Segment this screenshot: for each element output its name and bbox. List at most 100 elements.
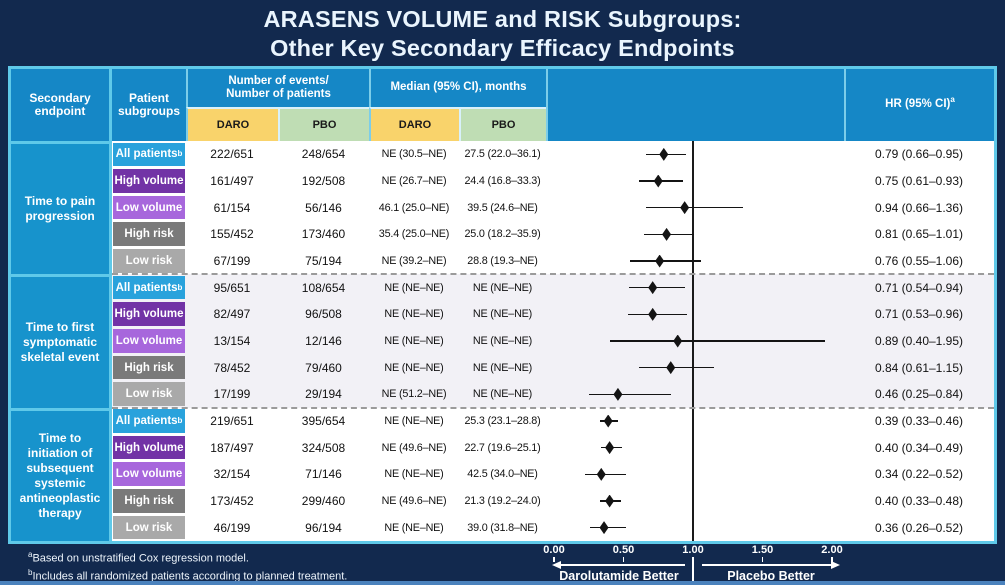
median-pbo-cell: NE (NE–NE) bbox=[472, 361, 533, 374]
events-pbo-cell: 12/146 bbox=[305, 333, 342, 348]
hr-cell: 0.84 (0.61–1.15) bbox=[874, 360, 964, 375]
hr-cell: 0.71 (0.53–0.96) bbox=[874, 307, 964, 322]
axis-tick-mark bbox=[553, 557, 555, 562]
page-title: ARASENS VOLUME and RISK Subgroups: Other… bbox=[0, 5, 1005, 63]
median-daro-cell: 35.4 (25.0–NE) bbox=[378, 228, 450, 241]
hr-cell: 0.40 (0.34–0.49) bbox=[874, 440, 964, 455]
hr-cell: 0.79 (0.66–0.95) bbox=[874, 147, 964, 162]
darolutamide-better-label: Darolutamide Better bbox=[559, 569, 679, 583]
events-pbo-cell: 192/508 bbox=[301, 173, 346, 188]
median-pbo-cell: NE (NE–NE) bbox=[472, 281, 533, 294]
events-daro-cell: 187/497 bbox=[210, 440, 254, 455]
median-pbo-cell: NE (NE–NE) bbox=[472, 388, 533, 401]
events-daro-cell: 17/199 bbox=[213, 387, 251, 402]
hr-cell: 0.75 (0.61–0.93) bbox=[874, 173, 964, 188]
left-arrow-icon bbox=[552, 560, 561, 569]
events-pbo-cell: 71/146 bbox=[305, 467, 342, 482]
title-line-2: Other Key Secondary Efficacy Endpoints bbox=[270, 35, 735, 61]
events-daro-cell: 173/452 bbox=[210, 493, 254, 508]
events-pbo-cell: 173/460 bbox=[301, 227, 346, 242]
events-pbo-cell: 79/460 bbox=[305, 360, 342, 375]
endpoint-label: Time to pain progression bbox=[11, 141, 112, 275]
subgroup-badge-cell: High risk bbox=[112, 488, 186, 515]
events-daro-cell: 32/154 bbox=[213, 467, 251, 482]
events-pbo-cell: 108/654 bbox=[301, 280, 346, 295]
subgroup-badge: High volume bbox=[113, 169, 185, 193]
bottom-accent-line bbox=[0, 581, 1005, 585]
median-pbo-cell: 27.5 (22.0–36.1) bbox=[464, 148, 541, 161]
table-body: Time to pain progression All patients b 222… bbox=[11, 141, 994, 541]
subgroup-badge: High volume bbox=[113, 435, 185, 460]
endpoint-label: Time to first symptomatic skeletal event bbox=[11, 274, 112, 408]
median-daro-cell: NE (NE–NE) bbox=[384, 468, 444, 481]
subgroup-badge-cell: High volume bbox=[112, 168, 186, 195]
endpoint-label: Time to initiation of subsequent systemi… bbox=[11, 407, 112, 541]
subgroup-badge: All patients b bbox=[113, 409, 185, 433]
axis-tick-mark bbox=[761, 557, 764, 562]
median-pbo-cell: 42.5 (34.0–NE) bbox=[467, 468, 538, 481]
hr-cell: 0.36 (0.26–0.52) bbox=[874, 520, 964, 535]
median-daro-cell: NE (51.2–NE) bbox=[381, 388, 447, 401]
subgroup-badge: All patients b bbox=[113, 275, 185, 300]
median-pbo-cell: 39.0 (31.8–NE) bbox=[467, 521, 538, 534]
median-pbo-cell: NE (NE–NE) bbox=[472, 334, 533, 347]
subgroup-badge-cell: Low volume bbox=[112, 461, 186, 488]
subgroup-badge: Low risk bbox=[113, 249, 185, 273]
header-forest-plot-spacer bbox=[546, 69, 844, 141]
endpoint-group: Time to pain progression All patients b 222… bbox=[11, 141, 994, 275]
subgroup-badge: High risk bbox=[113, 222, 185, 247]
header-hr: HR (95% CI)a bbox=[844, 69, 994, 141]
subgroup-badge-cell: High risk bbox=[112, 354, 186, 381]
median-daro-cell: NE (NE–NE) bbox=[384, 281, 444, 294]
events-daro-cell: 82/497 bbox=[213, 307, 251, 322]
axis-tick-label: 0.50 bbox=[612, 544, 635, 556]
events-daro-cell: 46/199 bbox=[213, 520, 251, 535]
median-daro-cell: NE (NE–NE) bbox=[384, 308, 444, 321]
axis-tick-label: 1.00 bbox=[682, 544, 704, 556]
median-pbo-cell: 28.8 (19.3–NE) bbox=[467, 254, 538, 267]
events-daro-cell: 78/452 bbox=[213, 360, 251, 375]
subgroup-badge-cell: All patients b bbox=[112, 408, 186, 435]
median-pbo-cell: 21.3 (19.2–24.0) bbox=[464, 494, 541, 507]
subgroup-badge-cell: High risk bbox=[112, 221, 186, 248]
header-median-daro: DARO bbox=[369, 107, 459, 141]
events-daro-cell: 67/199 bbox=[213, 253, 251, 268]
events-daro-cell: 222/651 bbox=[210, 147, 254, 162]
median-pbo-cell: NE (NE–NE) bbox=[472, 308, 533, 321]
footnote-b: bIncludes all randomized patients accord… bbox=[28, 568, 348, 583]
axis-tick-mark bbox=[622, 557, 625, 562]
subgroup-badge-cell: High volume bbox=[112, 301, 186, 328]
subgroup-badge-cell: All patients b bbox=[112, 141, 186, 168]
subgroup-badge-cell: Low risk bbox=[112, 381, 186, 408]
subgroup-badge-cell: Low volume bbox=[112, 328, 186, 355]
events-pbo-cell: 324/508 bbox=[301, 440, 346, 455]
subgroup-badge: Low risk bbox=[113, 382, 185, 407]
subgroup-badge-cell: High volume bbox=[112, 434, 186, 461]
subgroup-badge: High risk bbox=[113, 355, 185, 380]
title-line-1: ARASENS VOLUME and RISK Subgroups: bbox=[263, 6, 742, 32]
right-arrow-line bbox=[702, 564, 833, 566]
median-pbo-cell: 25.0 (18.2–35.9) bbox=[464, 228, 541, 241]
subgroup-badge: High volume bbox=[113, 302, 185, 327]
axis-tick-label: 1.50 bbox=[751, 544, 774, 556]
axis-tick-label: 2.00 bbox=[821, 544, 843, 556]
subgroup-badge: All patients b bbox=[113, 142, 185, 167]
median-daro-cell: NE (NE–NE) bbox=[384, 361, 444, 374]
footnote-a: aBased on unstratified Cox regression mo… bbox=[28, 550, 249, 565]
hr-cell: 0.89 (0.40–1.95) bbox=[874, 333, 964, 348]
header-number-of-events: Number of events/Number of patients bbox=[186, 69, 369, 107]
median-pbo-cell: 25.3 (23.1–28.8) bbox=[464, 414, 541, 427]
events-pbo-cell: 75/194 bbox=[305, 253, 342, 268]
header-events-daro: DARO bbox=[186, 107, 278, 141]
median-daro-cell: NE (49.6–NE) bbox=[381, 441, 447, 454]
subgroup-badge-cell: All patients b bbox=[112, 274, 186, 301]
median-daro-cell: NE (39.2–NE) bbox=[381, 254, 447, 267]
subgroup-badge: Low volume bbox=[113, 329, 185, 353]
events-pbo-cell: 395/654 bbox=[301, 413, 346, 428]
table-header-row: Secondary endpoint Patient subgroups Num… bbox=[11, 69, 994, 141]
hr-cell: 0.46 (0.25–0.84) bbox=[874, 387, 964, 402]
subgroup-badge: Low volume bbox=[113, 462, 185, 487]
hr-cell: 0.76 (0.55–1.06) bbox=[874, 253, 964, 268]
events-pbo-cell: 299/460 bbox=[301, 493, 346, 508]
